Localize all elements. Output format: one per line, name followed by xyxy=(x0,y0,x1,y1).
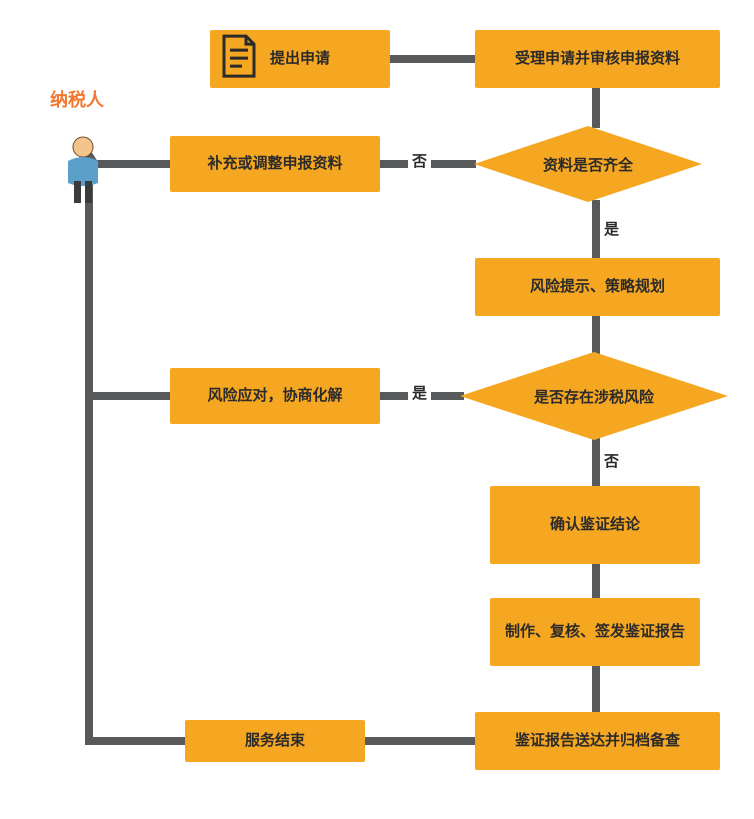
connector-6 xyxy=(592,436,600,488)
node-label: 服务结束 xyxy=(245,732,305,751)
node-label: 风险应对，协商化解 xyxy=(207,387,342,406)
node-label: 是否存在涉税风险 xyxy=(460,352,728,440)
node-d_complete: 资料是否齐全 xyxy=(474,126,702,202)
connector-7 xyxy=(592,564,600,600)
node-label: 提出申请 xyxy=(270,50,330,69)
connector-9 xyxy=(365,737,477,745)
node-label: 补充或调整申报资料 xyxy=(207,155,342,174)
connector-8 xyxy=(592,666,600,714)
edge-label-2: 否 xyxy=(408,150,431,171)
node-left_end: 服务结束 xyxy=(185,720,365,762)
node-label: 鉴证报告送达并归档备查 xyxy=(515,732,680,751)
connector-0 xyxy=(390,55,475,63)
flowchart-canvas: 否是是否纳税人提出申请受理申请并审核申报资料资料是否齐全补充或调整申报资料风险提… xyxy=(0,0,754,819)
node-label: 风险提示、策略规划 xyxy=(530,278,665,297)
node-r4: 制作、复核、签发鉴证报告 xyxy=(490,598,700,666)
connector-10 xyxy=(85,737,187,745)
node-left_supplement: 补充或调整申报资料 xyxy=(170,136,380,192)
node-r1: 受理申请并审核申报资料 xyxy=(475,30,720,88)
person-icon xyxy=(62,135,104,205)
connector-13 xyxy=(85,392,173,400)
connector-11 xyxy=(85,160,93,743)
connector-3 xyxy=(592,200,600,260)
node-label: 资料是否齐全 xyxy=(474,126,702,202)
node-r2: 风险提示、策略规划 xyxy=(475,258,720,316)
node-d_risk: 是否存在涉税风险 xyxy=(460,352,728,440)
connector-1 xyxy=(592,88,600,128)
node-r3: 确认鉴证结论 xyxy=(490,486,700,564)
node-start: 提出申请 xyxy=(210,30,390,88)
edge-label-6: 否 xyxy=(600,450,623,471)
edge-label-3: 是 xyxy=(600,218,623,239)
node-label: 制作、复核、签发鉴证报告 xyxy=(505,623,685,642)
document-icon xyxy=(220,34,258,84)
node-left_risk: 风险应对，协商化解 xyxy=(170,368,380,424)
node-r5: 鉴证报告送达并归档备查 xyxy=(475,712,720,770)
node-label: 受理申请并审核申报资料 xyxy=(515,50,680,69)
edge-label-5: 是 xyxy=(408,382,431,403)
node-label: 确认鉴证结论 xyxy=(550,516,640,535)
taxpayer-label: 纳税人 xyxy=(50,86,104,112)
connector-4 xyxy=(592,316,600,356)
